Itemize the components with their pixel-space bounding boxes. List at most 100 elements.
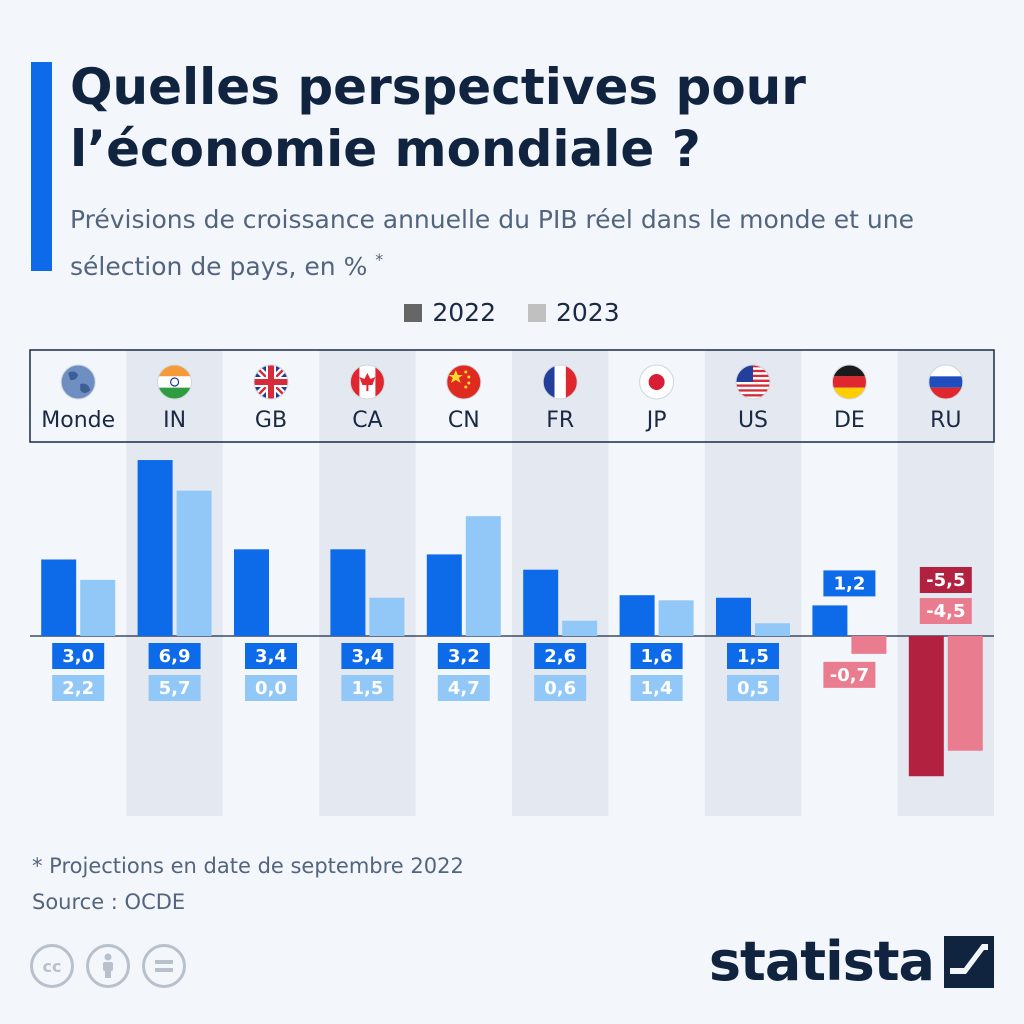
- bar-2023-in: [176, 490, 212, 636]
- value-label-box-2022-cn: [437, 643, 490, 669]
- bar-2022-de: [812, 605, 848, 636]
- flag-japan-icon-outline: [639, 364, 675, 400]
- flag-uk-icon: [254, 365, 288, 399]
- category-label-in: IN: [163, 408, 186, 433]
- category-label-gb: GB: [255, 408, 287, 433]
- bar-2023-us: [755, 623, 790, 636]
- statista-mark-icon: [944, 935, 994, 988]
- value-label-2023-cn: 4,7: [448, 678, 480, 699]
- flag-canada-icon: [350, 365, 385, 399]
- category-label-us: US: [738, 408, 768, 433]
- legend: 2022 2023: [0, 298, 1024, 327]
- flag-china-icon: [446, 365, 481, 399]
- value-label-box-2023-fr: [534, 675, 587, 701]
- license-icons: cc: [30, 944, 186, 988]
- value-label-2022-cn: 3,2: [448, 646, 480, 667]
- category-label-monde: Monde: [41, 408, 115, 433]
- legend-label-2022: 2022: [432, 298, 496, 327]
- flag-china-icon-outline: [446, 364, 482, 400]
- footnote: * Projections en date de septembre 2022: [32, 854, 464, 878]
- value-label-box-2022-monde: [52, 643, 105, 669]
- value-label-box-2022-fr: [534, 643, 587, 669]
- category-label-fr: FR: [546, 408, 574, 433]
- bar-2022-gb: [234, 549, 269, 636]
- value-label-box-2023-us: [727, 675, 779, 701]
- statista-logo[interactable]: statista: [709, 930, 994, 993]
- bar-2022-jp: [619, 595, 655, 636]
- legend-swatch-2023: [528, 303, 546, 322]
- value-label-box-2023-in: [148, 675, 201, 701]
- category-label-ru: RU: [930, 408, 961, 433]
- flag-france-icon: [543, 365, 578, 399]
- value-label-2022-monde: 3,0: [62, 646, 94, 667]
- accent-bar: [31, 62, 52, 271]
- column-band-us: [704, 350, 802, 816]
- bar-2022-fr: [523, 569, 559, 636]
- value-label-2023-jp: 1,4: [641, 678, 673, 699]
- value-label-2023-fr: 0,6: [544, 678, 576, 699]
- bar-2022-us: [716, 597, 751, 636]
- value-label-box-2023-ru: [919, 598, 972, 624]
- bar-2023-ru: [947, 636, 983, 751]
- value-label-2023-us: 0,5: [737, 678, 769, 699]
- subtitle-footnote-mark: *: [375, 250, 384, 269]
- bar-2023-de: [851, 636, 887, 654]
- legend-swatch-2022: [404, 303, 423, 322]
- category-label-ca: CA: [352, 408, 382, 433]
- globe-icon-outline: [60, 364, 96, 400]
- bar-2023-fr: [562, 620, 598, 636]
- chart-title: Quelles perspectives pour l’économie mon…: [70, 58, 806, 178]
- flag-france-icon-outline: [542, 364, 578, 400]
- subtitle-text: Prévisions de croissance annuelle du PIB…: [70, 205, 914, 281]
- value-label-2023-monde: 2,2: [62, 678, 94, 699]
- value-label-2023-gb: 0,0: [255, 678, 287, 699]
- legend-label-2023: 2023: [556, 298, 620, 327]
- legend-item-2023: 2023: [528, 298, 620, 327]
- bar-2023-cn: [465, 516, 501, 636]
- bar-2022-ca: [330, 549, 366, 636]
- value-label-box-2022-ca: [341, 643, 394, 669]
- brand-wordmark: statista: [708, 930, 935, 993]
- bar-2022-in: [137, 460, 173, 636]
- value-label-2022-jp: 1,6: [641, 646, 673, 667]
- flag-germany-icon: [832, 365, 867, 399]
- value-label-box-2022-us: [727, 643, 779, 669]
- value-label-2023-in: 5,7: [159, 678, 191, 699]
- value-label-box-2022-gb: [245, 643, 297, 669]
- value-label-box-2023-jp: [630, 675, 683, 701]
- value-label-box-2023-monde: [52, 675, 105, 701]
- value-label-box-2023-de: [823, 661, 876, 688]
- attribution-icon[interactable]: [86, 944, 130, 988]
- value-label-2023-de: -0,7: [830, 665, 869, 686]
- category-label-de: DE: [834, 408, 865, 433]
- value-label-2022-gb: 3,4: [255, 646, 287, 667]
- chart-subtitle: Prévisions de croissance annuelle du PIB…: [70, 200, 970, 287]
- bar-2022-monde: [41, 559, 77, 636]
- value-label-2022-de: 1,2: [833, 573, 865, 594]
- value-label-box-2022-de: [823, 570, 876, 597]
- flag-canada-icon-outline: [349, 364, 385, 400]
- value-label-box-2022-ru: [919, 567, 972, 593]
- value-label-2022-ru: -5,5: [926, 570, 965, 591]
- flag-uk-icon-outline: [253, 364, 289, 400]
- value-label-2022-ca: 3,4: [351, 646, 383, 667]
- flag-india-icon: [157, 365, 192, 399]
- footnote-block: * Projections en date de septembre 2022 …: [32, 848, 464, 920]
- flag-japan-icon: [639, 365, 674, 399]
- no-derivatives-icon[interactable]: [142, 944, 186, 988]
- value-label-box-2023-cn: [437, 675, 490, 701]
- category-label-cn: CN: [448, 408, 480, 433]
- category-header-box: [29, 349, 995, 443]
- cc-icon[interactable]: cc: [30, 944, 74, 988]
- category-label-jp: JP: [645, 408, 667, 433]
- bar-2023-ca: [369, 597, 405, 636]
- flag-russia-icon-outline: [928, 364, 964, 400]
- flag-germany-icon-outline: [831, 364, 867, 400]
- value-label-box-2023-ca: [341, 675, 394, 701]
- flag-india-icon-outline: [157, 364, 193, 400]
- flag-russia-icon: [928, 365, 963, 399]
- flag-usa-icon-outline: [735, 364, 771, 400]
- source: Source : OCDE: [32, 890, 186, 914]
- legend-item-2022: 2022: [404, 298, 496, 327]
- bar-2022-cn: [426, 554, 462, 636]
